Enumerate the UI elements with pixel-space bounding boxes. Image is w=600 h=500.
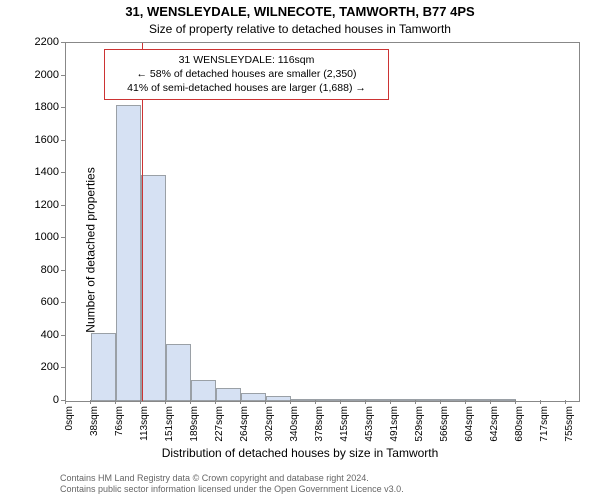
x-tick-mark (90, 400, 91, 404)
x-tick-mark (240, 400, 241, 404)
y-tick-label: 600 (41, 296, 59, 308)
y-tick-mark (61, 335, 65, 336)
y-tick-label: 1600 (35, 134, 59, 146)
y-tick-mark (61, 107, 65, 108)
plot-area: 31 WENSLEYDALE: 116sqm ← 58% of detached… (65, 42, 580, 402)
x-tick-mark (290, 400, 291, 404)
x-tick-mark (65, 400, 66, 404)
histogram-bar (91, 333, 116, 401)
histogram-bar (216, 388, 241, 401)
annotation-box: 31 WENSLEYDALE: 116sqm ← 58% of detached… (104, 49, 389, 100)
x-tick-mark (340, 400, 341, 404)
x-tick-mark (190, 400, 191, 404)
footer-line: Contains public sector information licen… (60, 484, 590, 496)
histogram-bar (266, 396, 291, 401)
x-tick-mark (315, 400, 316, 404)
x-tick-mark (490, 400, 491, 404)
y-tick-label: 2000 (35, 69, 59, 81)
histogram-bar (316, 399, 341, 401)
x-tick-label: 755sqm (564, 406, 575, 442)
x-tick-mark (415, 400, 416, 404)
x-tick-mark (540, 400, 541, 404)
x-tick-label: 453sqm (364, 406, 375, 442)
x-tick-label: 76sqm (114, 406, 125, 436)
histogram-bar (391, 399, 416, 401)
y-tick-mark (61, 270, 65, 271)
y-tick-mark (61, 172, 65, 173)
x-tick-mark (465, 400, 466, 404)
x-tick-label: 415sqm (339, 406, 350, 442)
histogram-bar (366, 399, 391, 401)
y-tick-label: 1800 (35, 101, 59, 113)
x-tick-label: 151sqm (164, 406, 175, 442)
histogram-bar (441, 399, 466, 401)
x-tick-label: 491sqm (389, 406, 400, 442)
x-tick-mark (390, 400, 391, 404)
footer-line: Contains HM Land Registry data © Crown c… (60, 473, 590, 485)
y-tick-mark (61, 42, 65, 43)
x-tick-mark (440, 400, 441, 404)
x-tick-mark (365, 400, 366, 404)
x-tick-label: 378sqm (314, 406, 325, 442)
histogram-bar (166, 344, 191, 401)
y-tick-mark (61, 205, 65, 206)
y-tick-label: 400 (41, 329, 59, 341)
x-tick-mark (565, 400, 566, 404)
x-tick-label: 302sqm (264, 406, 275, 442)
y-tick-label: 800 (41, 264, 59, 276)
y-tick-mark (61, 367, 65, 368)
histogram-bar (291, 399, 316, 401)
x-tick-mark (265, 400, 266, 404)
x-tick-mark (215, 400, 216, 404)
x-tick-label: 529sqm (414, 406, 425, 442)
chart-container: 31, WENSLEYDALE, WILNECOTE, TAMWORTH, B7… (0, 0, 600, 500)
x-tick-label: 680sqm (514, 406, 525, 442)
histogram-bar (416, 399, 441, 401)
histogram-bar (491, 399, 516, 401)
annotation-line: 41% of semi-detached houses are larger (… (113, 81, 380, 95)
x-tick-label: 717sqm (539, 406, 550, 442)
x-tick-label: 227sqm (214, 406, 225, 442)
x-tick-label: 340sqm (289, 406, 300, 442)
y-tick-label: 1000 (35, 231, 59, 243)
annotation-line: 31 WENSLEYDALE: 116sqm (113, 53, 380, 67)
y-tick-mark (61, 302, 65, 303)
x-tick-label: 113sqm (139, 406, 150, 441)
x-tick-mark (515, 400, 516, 404)
footer-attribution: Contains HM Land Registry data © Crown c… (60, 473, 590, 496)
histogram-bar (241, 393, 266, 401)
x-tick-mark (140, 400, 141, 404)
y-tick-mark (61, 237, 65, 238)
y-tick-label: 1200 (35, 199, 59, 211)
chart-subtitle: Size of property relative to detached ho… (0, 22, 600, 36)
x-tick-label: 189sqm (189, 406, 200, 442)
x-axis-label: Distribution of detached houses by size … (0, 446, 600, 460)
histogram-bar (466, 399, 491, 401)
histogram-bar (341, 399, 366, 401)
x-tick-label: 566sqm (439, 406, 450, 442)
chart-title: 31, WENSLEYDALE, WILNECOTE, TAMWORTH, B7… (0, 4, 600, 19)
x-tick-label: 264sqm (239, 406, 250, 442)
x-tick-label: 0sqm (64, 406, 75, 430)
x-tick-mark (165, 400, 166, 404)
annotation-line: ← 58% of detached houses are smaller (2,… (113, 67, 380, 81)
histogram-bar (191, 380, 216, 401)
y-tick-mark (61, 75, 65, 76)
y-tick-label: 2200 (35, 36, 59, 48)
y-tick-label: 0 (53, 394, 59, 406)
y-tick-label: 1400 (35, 166, 59, 178)
x-tick-mark (115, 400, 116, 404)
y-tick-mark (61, 140, 65, 141)
x-tick-label: 642sqm (489, 406, 500, 442)
x-tick-label: 38sqm (89, 406, 100, 436)
histogram-bar (116, 105, 141, 401)
x-tick-label: 604sqm (464, 406, 475, 442)
histogram-bar (141, 175, 166, 401)
y-tick-label: 200 (41, 361, 59, 373)
